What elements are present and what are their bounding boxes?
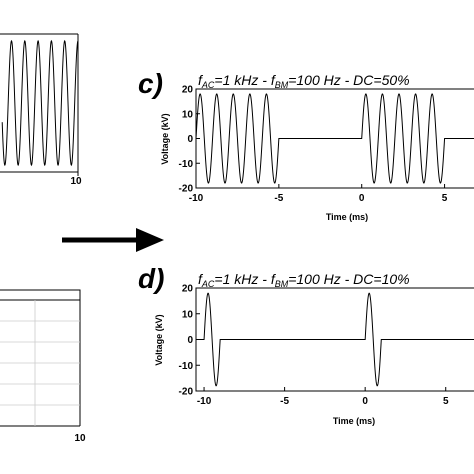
y-tick-label: 0 [187, 134, 193, 145]
x-axis-label: Time (ms) [333, 416, 375, 426]
x-tick-label: -5 [274, 193, 283, 204]
x-tick-label: -5 [280, 396, 289, 407]
burst-trace [196, 292, 474, 387]
x-tick-label: 10 [70, 176, 82, 187]
panel-title: fAC=1 kHz - fBM=100 Hz - DC=50% [198, 72, 410, 90]
y-tick-label: 10 [182, 309, 194, 320]
panel-d: d) fAC=1 kHz - fBM=100 Hz - DC=10% 20 10 0… [138, 263, 474, 426]
y-tick-label: -20 [179, 184, 194, 195]
x-ticks: -10 -5 0 5 [197, 387, 449, 407]
y-tick-label: -10 [179, 159, 194, 170]
panel-topleft: 10 [0, 33, 82, 187]
gridlines [0, 300, 80, 426]
y-tick-label: 10 [182, 109, 194, 120]
panel-c: c) fAC=1 kHz - fBM=100 Hz - DC=50% 20 10 0… [138, 68, 474, 222]
x-tick-label: 5 [442, 193, 448, 204]
y-tick-label: 20 [182, 85, 194, 96]
burst-trace [195, 93, 474, 184]
x-tick-label: 0 [362, 396, 368, 407]
x-axis-label: Time (ms) [326, 212, 368, 222]
x-tick-label: -10 [197, 396, 212, 407]
x-tick-label: 10 [74, 433, 86, 444]
sine-trace [1, 39, 79, 167]
y-axis-label: Voltage (kV) [154, 314, 164, 365]
y-tick-label: -20 [179, 387, 194, 398]
arrow [62, 228, 164, 252]
x-tick-label: 0 [359, 193, 365, 204]
y-ticks: 20 10 0 -10 -20 [179, 85, 200, 195]
x-tick-label: 5 [443, 396, 449, 407]
y-ticks: 20 10 0 -10 -20 [179, 284, 200, 398]
panel-letter: c) [138, 68, 163, 99]
header-strip [0, 289, 81, 301]
arrow-head-icon [136, 228, 164, 252]
y-tick-label: -10 [179, 361, 194, 372]
panel-title: fAC=1 kHz - fBM=100 Hz - DC=10% [198, 271, 410, 289]
panel-letter: d) [138, 263, 164, 294]
y-axis-label: Voltage (kV) [160, 113, 170, 164]
x-ticks: -10 -5 0 5 [189, 184, 448, 204]
x-tick-label: -10 [189, 193, 204, 204]
panel-bottomleft: 10 [0, 289, 86, 444]
y-tick-label: 20 [182, 284, 194, 295]
y-tick-label: 0 [187, 335, 193, 346]
